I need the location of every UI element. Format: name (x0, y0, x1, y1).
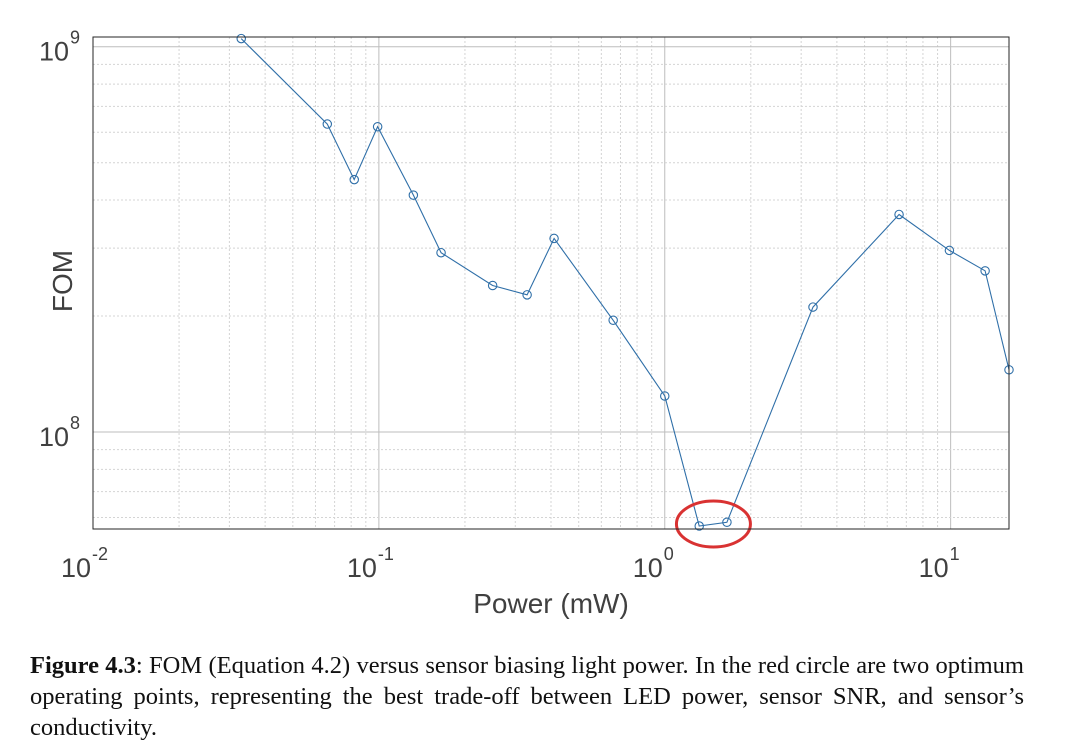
series-line (240, 38, 1010, 527)
data-point-14 (808, 302, 818, 312)
figure-caption: Figure 4.3: FOM (Equation 4.2) versus se… (30, 650, 1024, 743)
x-tick-exponent: -1 (378, 544, 394, 564)
data-point-15 (894, 209, 904, 220)
data-point-3 (349, 174, 359, 185)
x-tick-label: 10 1 (919, 544, 960, 583)
annotation-group (674, 499, 752, 549)
data-point-9 (549, 233, 559, 244)
x-tick-base: 10 (919, 553, 949, 583)
data-point-5 (408, 190, 419, 200)
y-tick-exponent: 8 (70, 413, 80, 433)
caption-text: : FOM (Equation 4.2) versus sensor biasi… (30, 652, 1024, 741)
data-point-4 (372, 121, 383, 132)
data-point-8 (522, 290, 532, 300)
caption-label: Figure 4.3 (30, 652, 136, 679)
x-tick-labels: 10 -2 10 -1 10 0 10 1 (61, 544, 960, 583)
grid (92, 37, 1009, 529)
x-tick-base: 10 (61, 553, 91, 583)
data-point-12 (694, 521, 704, 531)
data-point-13 (722, 517, 732, 528)
data-point-17 (980, 266, 990, 276)
data-point-10 (608, 315, 618, 326)
y-tick-base: 10 (39, 422, 69, 452)
y-tick-base: 10 (39, 37, 69, 67)
x-tick-exponent: 1 (950, 544, 960, 564)
x-tick-label: 10 -1 (347, 544, 394, 583)
x-tick-exponent: 0 (664, 544, 674, 564)
plot-frame (92, 36, 1010, 530)
y-axis-label: FOM (47, 250, 78, 312)
data-point-16 (944, 245, 955, 256)
data-point-1 (236, 33, 246, 44)
x-tick-base: 10 (347, 553, 377, 583)
x-axis-label: Power (mW) (473, 588, 629, 619)
data-point-2 (322, 119, 333, 129)
data-point-7 (487, 280, 498, 291)
y-tick-label: 10 9 (39, 28, 80, 67)
y-tick-label: 10 8 (39, 413, 80, 452)
data-point-6 (436, 247, 446, 258)
x-tick-exponent: -2 (92, 544, 108, 564)
data-point-11 (660, 391, 670, 401)
series-line-group (236, 33, 1014, 531)
x-tick-label: 10 -2 (61, 544, 108, 583)
y-tick-exponent: 9 (70, 28, 80, 48)
x-tick-base: 10 (633, 553, 663, 583)
optimum-highlight-ellipse (674, 499, 752, 549)
x-tick-label: 10 0 (633, 544, 674, 583)
